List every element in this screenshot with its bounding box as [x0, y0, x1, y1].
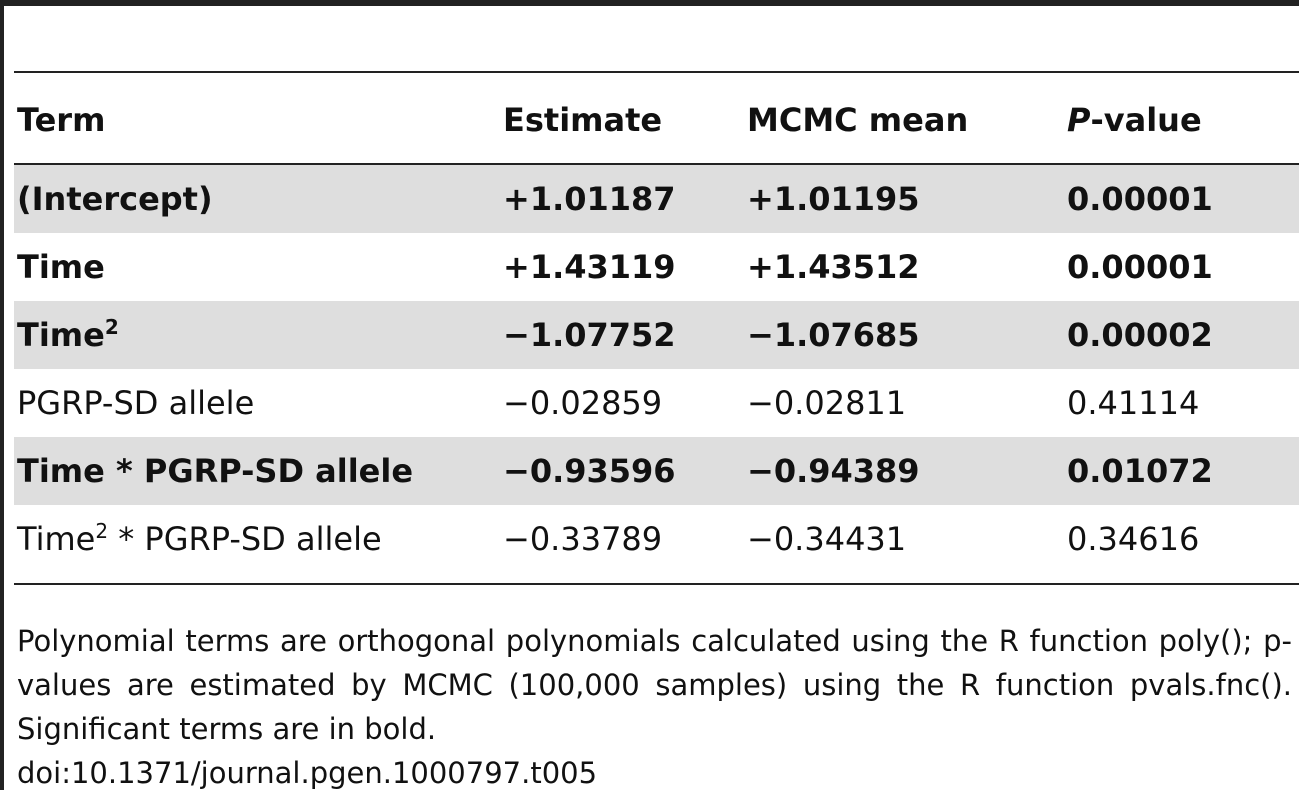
cell-mcmc-mean: −0.94389	[747, 452, 920, 490]
table-footnote: Polynomial terms are orthogonal polynomi…	[17, 624, 1292, 746]
cell-term: Time	[17, 233, 105, 301]
cell-estimate: +1.43119	[503, 248, 676, 286]
cell-term: PGRP-SD allele	[17, 369, 254, 437]
term-superscript: 2	[104, 315, 119, 339]
cell-term: Time2	[17, 301, 119, 369]
table-header-row: Term Estimate MCMC mean P-value	[14, 86, 1299, 154]
table-row: Time * PGRP-SD allele −0.93596 −0.94389 0.0…	[14, 437, 1299, 505]
cell-mcmc-mean: +1.43512	[747, 248, 920, 286]
header-p-suffix: -value	[1090, 101, 1202, 139]
term-text: PGRP-SD allele	[17, 384, 255, 422]
cell-estimate: −0.33789	[503, 520, 663, 558]
cell-p-value: 0.01072	[1067, 452, 1213, 490]
cell-estimate: −0.02859	[503, 384, 663, 422]
doi-text: doi:10.1371/journal.pgen.1000797.t005	[17, 756, 598, 790]
header-mcmc-mean: MCMC mean	[747, 101, 969, 139]
table-top-rule	[14, 71, 1299, 73]
term-suffix: * PGRP-SD allele	[108, 520, 382, 558]
cell-estimate: −0.93596	[503, 452, 676, 490]
cell-p-value: 0.00001	[1067, 248, 1213, 286]
top-border-rule	[4, 0, 1299, 6]
term-text: Time	[17, 248, 105, 286]
header-p-value: P-value	[1067, 86, 1202, 154]
term-superscript: 2	[95, 519, 109, 543]
table-row: Time2 −1.07752 −1.07685 0.00002	[14, 301, 1299, 369]
term-text: Time	[17, 520, 96, 558]
table-row: Time2 * PGRP-SD allele −0.33789 −0.34431 0.…	[14, 505, 1299, 573]
left-border-rule	[0, 0, 4, 790]
cell-p-value: 0.00001	[1067, 180, 1213, 218]
cell-estimate: −1.07752	[503, 316, 676, 354]
term-text: Time	[17, 316, 105, 354]
term-text: (Intercept)	[17, 180, 213, 218]
cell-mcmc-mean: +1.01195	[747, 180, 920, 218]
table-row: PGRP-SD allele −0.02859 −0.02811 0.41114	[14, 369, 1299, 437]
cell-mcmc-mean: −0.34431	[747, 520, 907, 558]
cell-term: Time * PGRP-SD allele	[17, 437, 413, 505]
table-row: Time +1.43119 +1.43512 0.00001	[14, 233, 1299, 301]
header-estimate: Estimate	[503, 101, 663, 139]
cell-p-value: 0.34616	[1067, 520, 1200, 558]
cell-mcmc-mean: −1.07685	[747, 316, 920, 354]
cell-p-value: 0.00002	[1067, 316, 1213, 354]
header-p-italic: P	[1067, 101, 1091, 139]
cell-p-value: 0.41114	[1067, 384, 1200, 422]
term-text: Time * PGRP-SD allele	[17, 452, 414, 490]
table-row: (Intercept) +1.01187 +1.01195 0.00001	[14, 165, 1299, 233]
table-bottom-rule	[14, 583, 1299, 585]
cell-estimate: +1.01187	[503, 180, 676, 218]
cell-mcmc-mean: −0.02811	[747, 384, 907, 422]
cell-term: (Intercept)	[17, 165, 213, 233]
header-bottom-rule	[14, 163, 1299, 165]
cell-term: Time2 * PGRP-SD allele	[17, 505, 382, 573]
header-term: Term	[17, 101, 106, 139]
